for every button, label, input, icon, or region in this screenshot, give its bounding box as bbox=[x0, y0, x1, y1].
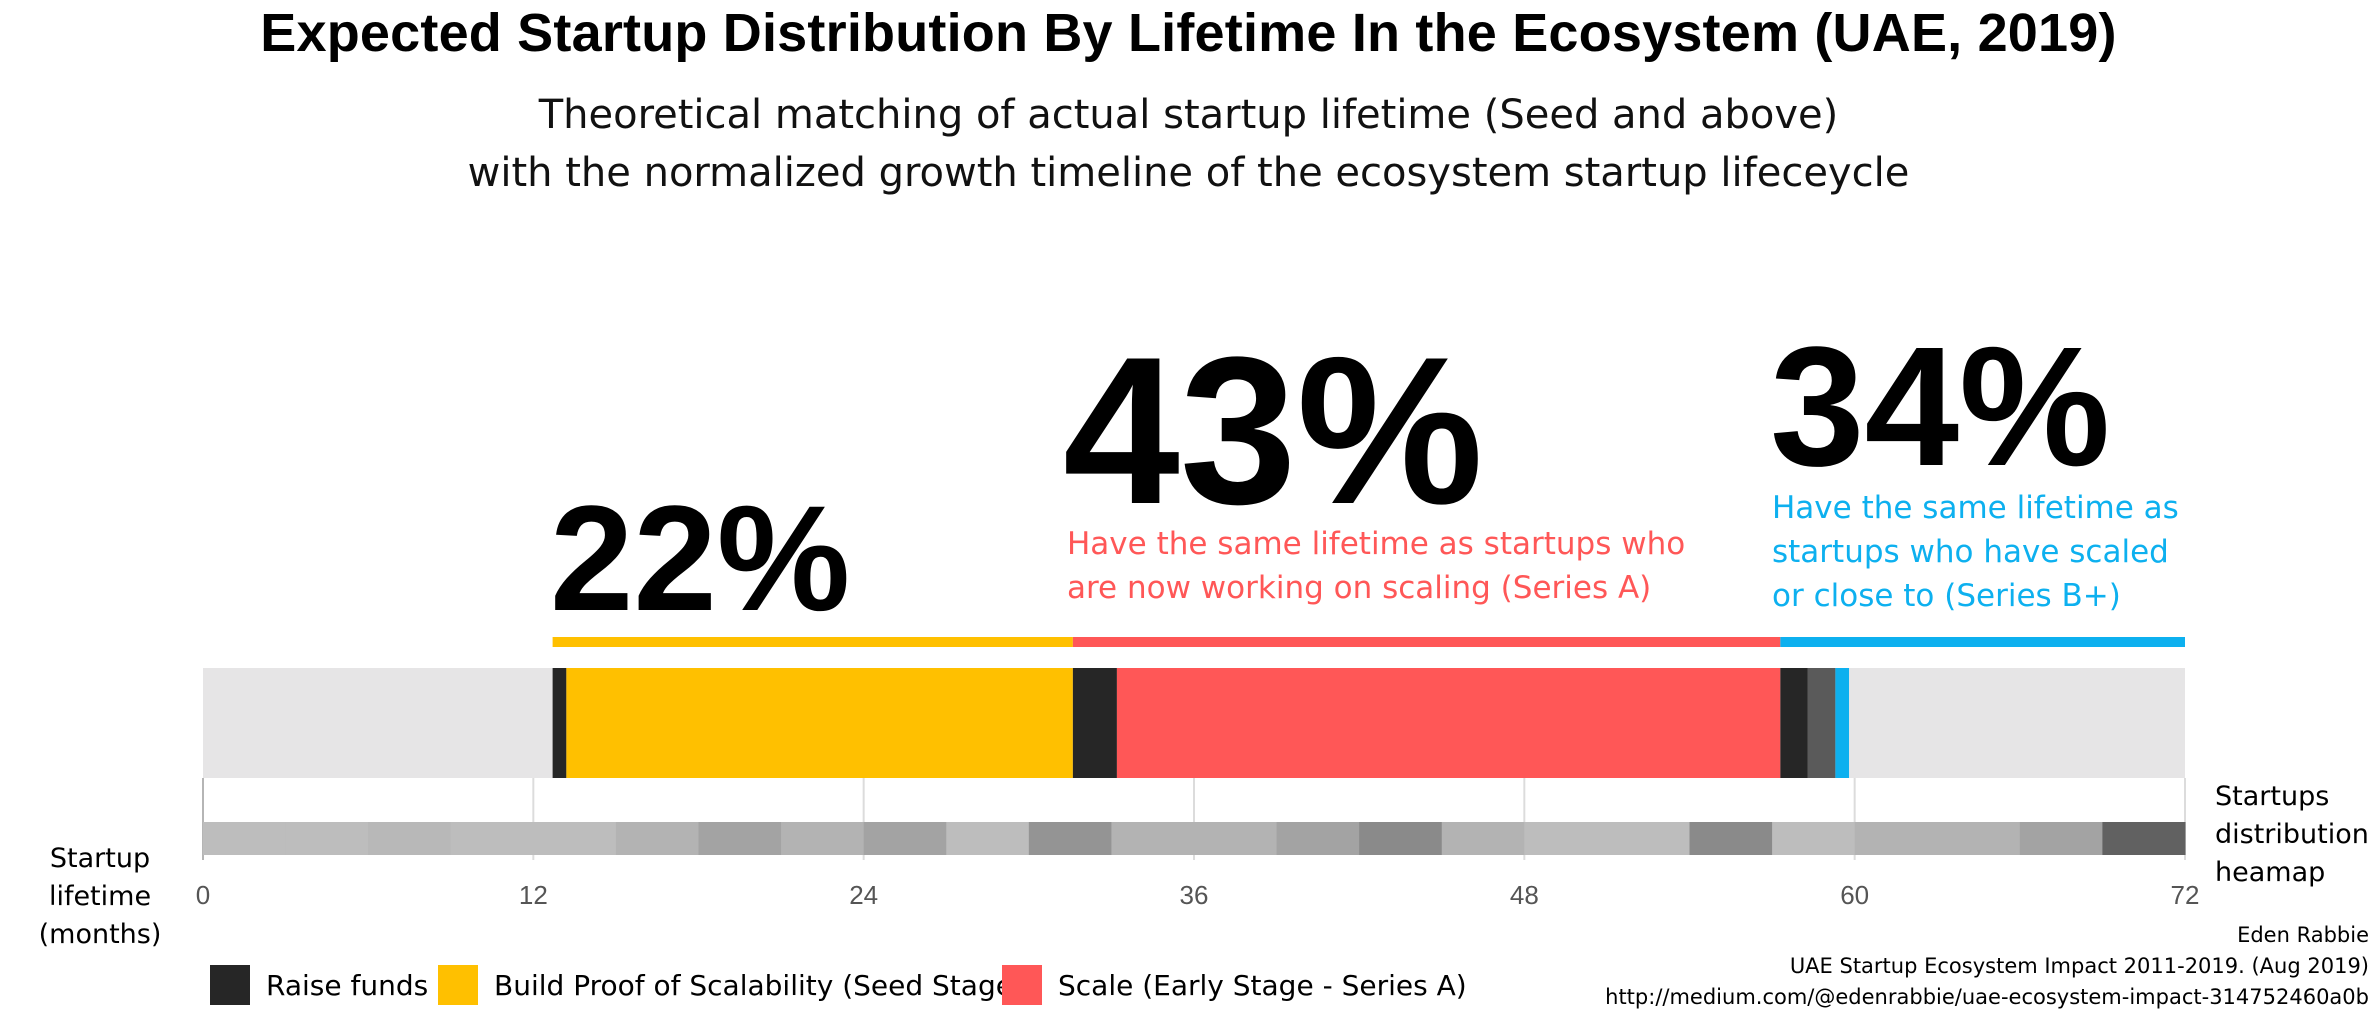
x-tick-label: 72 bbox=[2170, 880, 2200, 910]
seed-percentage: 22% bbox=[550, 474, 851, 642]
highlight-line-2 bbox=[1780, 637, 2185, 647]
x-axis-label-line: (months) bbox=[38, 919, 162, 950]
heatmap-cell bbox=[946, 822, 1030, 855]
heatmap-cell bbox=[1028, 822, 1112, 855]
legend-label: Build Proof of Scalability (Seed Stage) bbox=[494, 968, 1024, 1002]
timeline-segment-empty bbox=[1849, 668, 2185, 778]
heatmap-cell bbox=[863, 822, 947, 855]
heatmap-label-line: distribution bbox=[2215, 819, 2369, 850]
heatmap-label-line: Startups bbox=[2215, 781, 2330, 812]
highlight-line-1 bbox=[1072, 637, 1781, 647]
heatmap-cell bbox=[1772, 822, 1856, 855]
x-tick-label: 48 bbox=[1509, 880, 1539, 910]
timeline-segment-raise bbox=[1072, 668, 1117, 778]
legend-swatch-seed bbox=[438, 965, 478, 1005]
heatmap-cell bbox=[1359, 822, 1443, 855]
chart-subtitle-line-2: with the normalized growth timeline of t… bbox=[467, 150, 1910, 196]
timeline-segment-raise-grey bbox=[1807, 668, 1836, 778]
heatmap-cell bbox=[2019, 822, 2103, 855]
chart-subtitle-line-1: Theoretical matching of actual startup l… bbox=[538, 92, 1839, 138]
legend-item-scale: Scale (Early Stage - Series A) bbox=[1002, 965, 1467, 1005]
series-a-description: Have the same lifetime as startups who a… bbox=[1067, 526, 1686, 606]
credit-author: Eden Rabbie bbox=[2237, 923, 2369, 947]
heatmap-cell bbox=[1524, 822, 1608, 855]
heatmap-cell bbox=[1276, 822, 1360, 855]
heatmap-cell bbox=[1937, 822, 2021, 855]
x-tick-label: 24 bbox=[849, 880, 879, 910]
highlight-line-0 bbox=[552, 637, 1073, 647]
credit-block: Eden Rabbie UAE Startup Ecosystem Impact… bbox=[1605, 920, 2369, 1013]
series-a-percentage: 43% bbox=[1063, 313, 1484, 548]
heatmap-cell bbox=[781, 822, 865, 855]
legend-swatch-raise-funds bbox=[210, 965, 250, 1005]
series-b-percentage: 34% bbox=[1770, 312, 2111, 502]
timeline-segment-empty bbox=[203, 668, 553, 778]
heatmap-cell bbox=[2102, 822, 2186, 855]
x-tick-label: 36 bbox=[1179, 880, 1209, 910]
x-tick-label: 0 bbox=[195, 880, 211, 910]
heatmap-cell bbox=[1441, 822, 1525, 855]
heatmap-cell bbox=[1194, 822, 1278, 855]
legend-item-raise-funds: Raise funds bbox=[210, 965, 428, 1005]
credit-source: UAE Startup Ecosystem Impact 2011-2019. … bbox=[1789, 954, 2369, 978]
heatmap-cell bbox=[533, 822, 617, 855]
x-axis-label: Startup lifetime (months) bbox=[25, 840, 175, 954]
heatmap-cell bbox=[698, 822, 782, 855]
x-tick-label: 12 bbox=[518, 880, 548, 910]
heatmap-cell bbox=[203, 822, 287, 855]
timeline-segment-series-b bbox=[1835, 668, 1850, 778]
legend-item-seed: Build Proof of Scalability (Seed Stage) bbox=[438, 965, 1024, 1005]
series-b-description: Have the same lifetime as startups who h… bbox=[1772, 490, 2179, 614]
timeline-segment-seed bbox=[566, 668, 1073, 778]
credit-url[interactable]: http://medium.com/@edenrabbie/uae-ecosys… bbox=[1605, 985, 2369, 1009]
heatmap-cell bbox=[1689, 822, 1773, 855]
heatmap-cell bbox=[615, 822, 699, 855]
x-tick-label: 60 bbox=[1840, 880, 1870, 910]
x-axis-label-line: Startup bbox=[49, 843, 151, 874]
heatmap-cell bbox=[285, 822, 369, 855]
x-axis-label-line: lifetime bbox=[48, 881, 152, 912]
legend-label: Scale (Early Stage - Series A) bbox=[1058, 968, 1467, 1002]
heatmap-cell bbox=[1854, 822, 1938, 855]
timeline-segment-raise bbox=[552, 668, 567, 778]
heatmap-cell bbox=[1606, 822, 1690, 855]
heatmap-label: Startups distribution heamap bbox=[2215, 778, 2375, 892]
chart-title: Expected Startup Distribution By Lifetim… bbox=[260, 3, 2117, 63]
heatmap-cell bbox=[368, 822, 452, 855]
heatmap-label-line: heamap bbox=[2215, 857, 2326, 888]
heatmap-cell bbox=[1111, 822, 1195, 855]
legend-swatch-scale bbox=[1002, 965, 1042, 1005]
legend-label: Raise funds bbox=[266, 968, 429, 1002]
timeline-segment-scale bbox=[1116, 668, 1781, 778]
timeline-segment-raise bbox=[1780, 668, 1808, 778]
heatmap-cell bbox=[450, 822, 534, 855]
